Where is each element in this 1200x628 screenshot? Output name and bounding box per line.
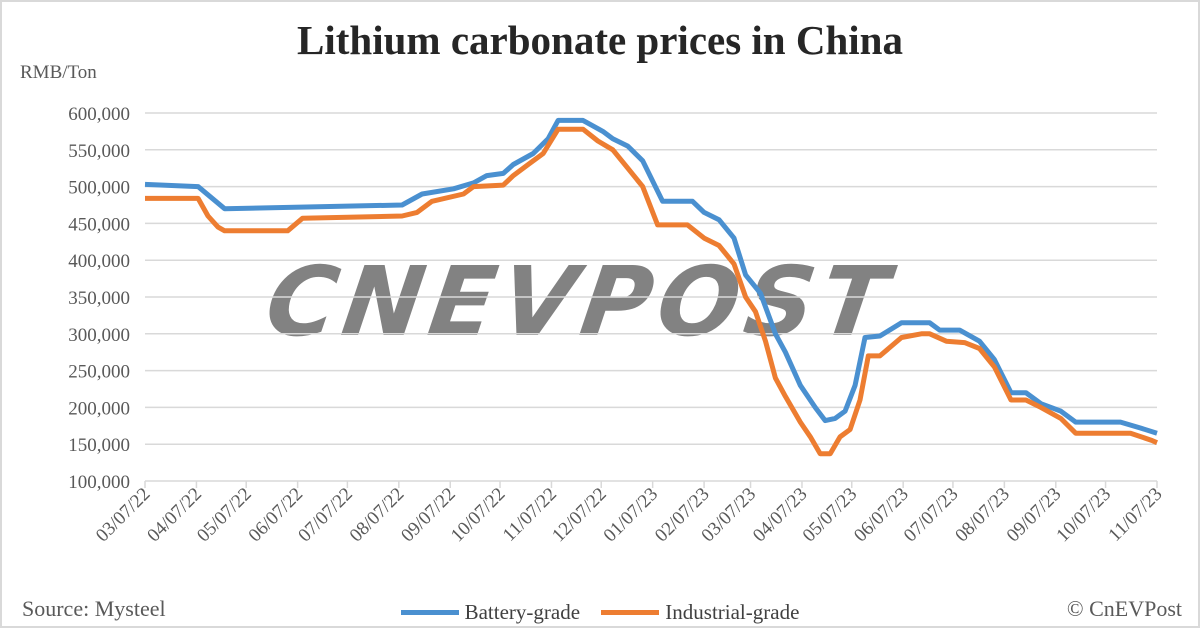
y-tick-label: 400,000 xyxy=(68,251,130,272)
legend-label: Battery-grade xyxy=(464,600,581,624)
y-axis-label: RMB/Ton xyxy=(20,62,97,83)
y-tick-label: 200,000 xyxy=(68,398,130,419)
x-tick-label: 08/07/22 xyxy=(346,484,409,547)
x-tick-label: 06/07/22 xyxy=(245,484,308,547)
legend-item-battery: Battery-grade xyxy=(400,600,581,625)
y-tick-label: 600,000 xyxy=(68,104,130,125)
chart-title: Lithium carbonate prices in China xyxy=(297,17,903,63)
x-tick-label: 05/07/23 xyxy=(799,484,862,547)
x-tick-label: 07/07/23 xyxy=(900,484,963,547)
x-tick-label: 10/07/22 xyxy=(447,484,510,547)
legend-swatch xyxy=(400,610,459,615)
y-tick-label: 350,000 xyxy=(68,288,130,309)
x-tick-label: 10/07/23 xyxy=(1052,484,1115,547)
y-tick-label: 500,000 xyxy=(68,178,130,199)
x-tick-label: 12/07/22 xyxy=(548,484,611,547)
x-tick-label: 11/07/22 xyxy=(499,484,561,546)
x-tick-label: 09/07/23 xyxy=(1003,484,1066,547)
x-tick-label: 09/07/22 xyxy=(397,484,460,547)
series-line-battery xyxy=(144,117,1158,436)
y-tick-label: 300,000 xyxy=(68,325,130,346)
x-tick-label: 03/07/22 xyxy=(92,484,155,547)
x-tick-label: 04/07/23 xyxy=(749,484,812,547)
source-note: Source: Mysteel xyxy=(22,596,166,621)
legend-item-industrial: Industrial-grade xyxy=(601,600,799,625)
x-tick-label: 05/07/22 xyxy=(193,484,256,547)
x-tick-label: 07/07/22 xyxy=(294,484,357,547)
x-tick-label: 11/07/23 xyxy=(1104,484,1166,546)
x-tick-label: 04/07/22 xyxy=(143,484,206,547)
y-tick-label: 100,000 xyxy=(68,472,130,493)
x-tick-label: 01/07/23 xyxy=(600,484,663,547)
legend-label: Industrial-grade xyxy=(665,600,800,624)
x-tick-label: 06/07/23 xyxy=(850,484,913,547)
series-line-industrial xyxy=(145,126,1159,457)
y-tick-label: 450,000 xyxy=(68,214,130,235)
y-tick-label: 250,000 xyxy=(68,362,130,383)
credit-note: © CnEVPost xyxy=(1066,596,1182,621)
legend-swatch xyxy=(601,610,660,615)
y-tick-label: 150,000 xyxy=(68,435,130,456)
legend: Battery-grade Industrial-grade xyxy=(2,596,1198,625)
watermark-logo: CNEVPOST xyxy=(259,245,901,357)
y-tick-label: 550,000 xyxy=(68,141,130,162)
x-tick-label: 08/07/23 xyxy=(951,484,1014,547)
